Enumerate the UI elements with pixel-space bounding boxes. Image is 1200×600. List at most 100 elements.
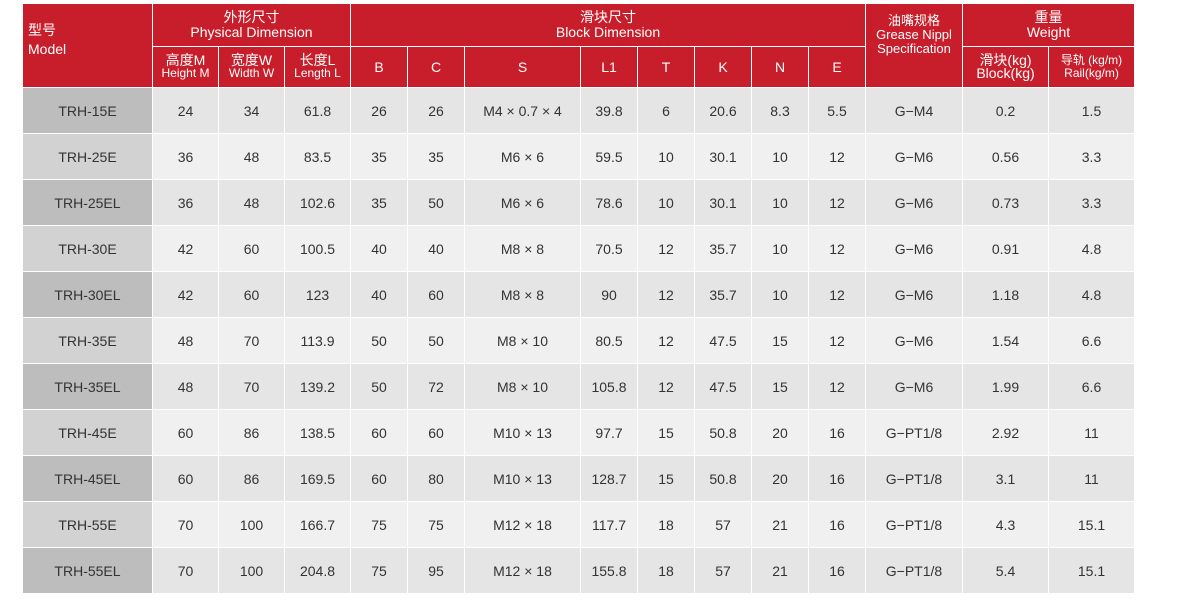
cell-b: 26 [350,87,408,134]
cell-height: 36 [152,133,219,180]
table-row: TRH-15E 24 34 61.8 26 26 M4 × 0.7 × 4 39.8 6 20.6… [22,87,1135,134]
header-block-weight-cn: 滑块(kg) [979,52,1032,68]
cell-rail-weight: 11 [1048,455,1135,502]
cell-s: M10 × 13 [464,455,581,502]
cell-b: 50 [350,317,408,364]
cell-length: 139.2 [284,363,351,410]
cell-c: 60 [407,271,465,318]
header-length-cn: 长度L [299,52,336,68]
cell-length: 123 [284,271,351,318]
cell-block-weight: 1.18 [962,271,1049,318]
cell-width: 60 [218,225,285,272]
cell-e: 12 [808,179,866,226]
cell-model: TRH-30EL [22,271,153,318]
cell-width: 70 [218,317,285,364]
header-physical-dimension: 外形尺寸 Physical Dimension [152,3,351,47]
cell-t: 15 [637,455,695,502]
cell-height: 60 [152,409,219,456]
cell-model: TRH-55E [22,501,153,548]
cell-width: 48 [218,133,285,180]
cell-s: M8 × 10 [464,317,581,364]
cell-b: 35 [350,133,408,180]
table-header: 型号 Model 外形尺寸 Physical Dimension 滑块尺寸 Bl… [22,3,1135,88]
cell-block-weight: 2.92 [962,409,1049,456]
spec-table-container: 型号 Model 外形尺寸 Physical Dimension 滑块尺寸 Bl… [22,3,1135,594]
cell-e: 16 [808,501,866,548]
cell-n: 20 [751,455,809,502]
cell-height: 70 [152,547,219,594]
cell-model: TRH-30E [22,225,153,272]
cell-height: 48 [152,317,219,364]
header-model-en: Model [28,41,67,57]
header-weight: 重量 Weight [962,3,1135,47]
cell-length: 169.5 [284,455,351,502]
cell-block-weight: 5.4 [962,547,1049,594]
cell-grease-nipple: G−PT1/8 [865,409,963,456]
cell-k: 50.8 [694,409,752,456]
cell-t: 12 [637,271,695,318]
cell-length: 102.6 [284,179,351,226]
cell-b: 75 [350,547,408,594]
header-grease-nipple: 油嘴规格 Grease Nippl Specification [865,3,963,88]
cell-grease-nipple: G−PT1/8 [865,501,963,548]
cell-grease-nipple: G−M6 [865,179,963,226]
cell-rail-weight: 6.6 [1048,317,1135,364]
cell-rail-weight: 4.8 [1048,225,1135,272]
cell-width: 48 [218,179,285,226]
cell-t: 12 [637,363,695,410]
cell-s: M4 × 0.7 × 4 [464,87,581,134]
cell-e: 12 [808,133,866,180]
cell-length: 100.5 [284,225,351,272]
header-block-en: Block Dimension [555,24,661,40]
cell-block-weight: 3.1 [962,455,1049,502]
header-rail-weight: 导轨 (kg/m) Rail(kg/m) [1048,46,1135,88]
cell-model: TRH-15E [22,87,153,134]
cell-grease-nipple: G−M6 [865,225,963,272]
header-weight-cn: 重量 [1034,9,1063,25]
table-row: TRH-35EL 48 70 139.2 50 72 M8 × 10 105.8 12 47.5 1… [22,363,1135,410]
cell-c: 40 [407,225,465,272]
cell-model: TRH-35EL [22,363,153,410]
header-physical-en: Physical Dimension [190,24,313,40]
cell-n: 15 [751,317,809,364]
header-height: 高度M Height M [152,46,219,88]
cell-length: 138.5 [284,409,351,456]
cell-c: 26 [407,87,465,134]
cell-t: 6 [637,87,695,134]
header-rail-weight-cn: 导轨 (kg/m) [1060,53,1123,67]
cell-model: TRH-45E [22,409,153,456]
cell-block-weight: 1.99 [962,363,1049,410]
cell-e: 16 [808,409,866,456]
cell-e: 12 [808,317,866,364]
cell-width: 100 [218,501,285,548]
header-length-en: Length L [294,66,341,80]
cell-t: 15 [637,409,695,456]
table-row: TRH-30EL 42 60 123 40 60 M8 × 8 90 12 35.7 10 12 G−M… [22,271,1135,318]
cell-n: 10 [751,225,809,272]
header-s: S [464,46,581,88]
header-block-cn: 滑块尺寸 [580,9,636,25]
cell-t: 12 [637,225,695,272]
cell-c: 72 [407,363,465,410]
cell-k: 47.5 [694,363,752,410]
cell-rail-weight: 6.6 [1048,363,1135,410]
header-model: 型号 Model [22,3,153,88]
cell-block-weight: 0.73 [962,179,1049,226]
cell-b: 75 [350,501,408,548]
cell-grease-nipple: G−PT1/8 [865,547,963,594]
spec-table: 型号 Model 外形尺寸 Physical Dimension 滑块尺寸 Bl… [22,3,1135,594]
cell-t: 10 [637,179,695,226]
cell-l1: 39.8 [580,87,638,134]
cell-width: 60 [218,271,285,318]
cell-k: 47.5 [694,317,752,364]
cell-height: 42 [152,225,219,272]
cell-model: TRH-35E [22,317,153,364]
cell-model: TRH-25E [22,133,153,180]
cell-n: 21 [751,547,809,594]
cell-block-weight: 0.56 [962,133,1049,180]
cell-b: 60 [350,455,408,502]
cell-k: 57 [694,501,752,548]
cell-b: 35 [350,179,408,226]
cell-t: 12 [637,317,695,364]
cell-height: 70 [152,501,219,548]
